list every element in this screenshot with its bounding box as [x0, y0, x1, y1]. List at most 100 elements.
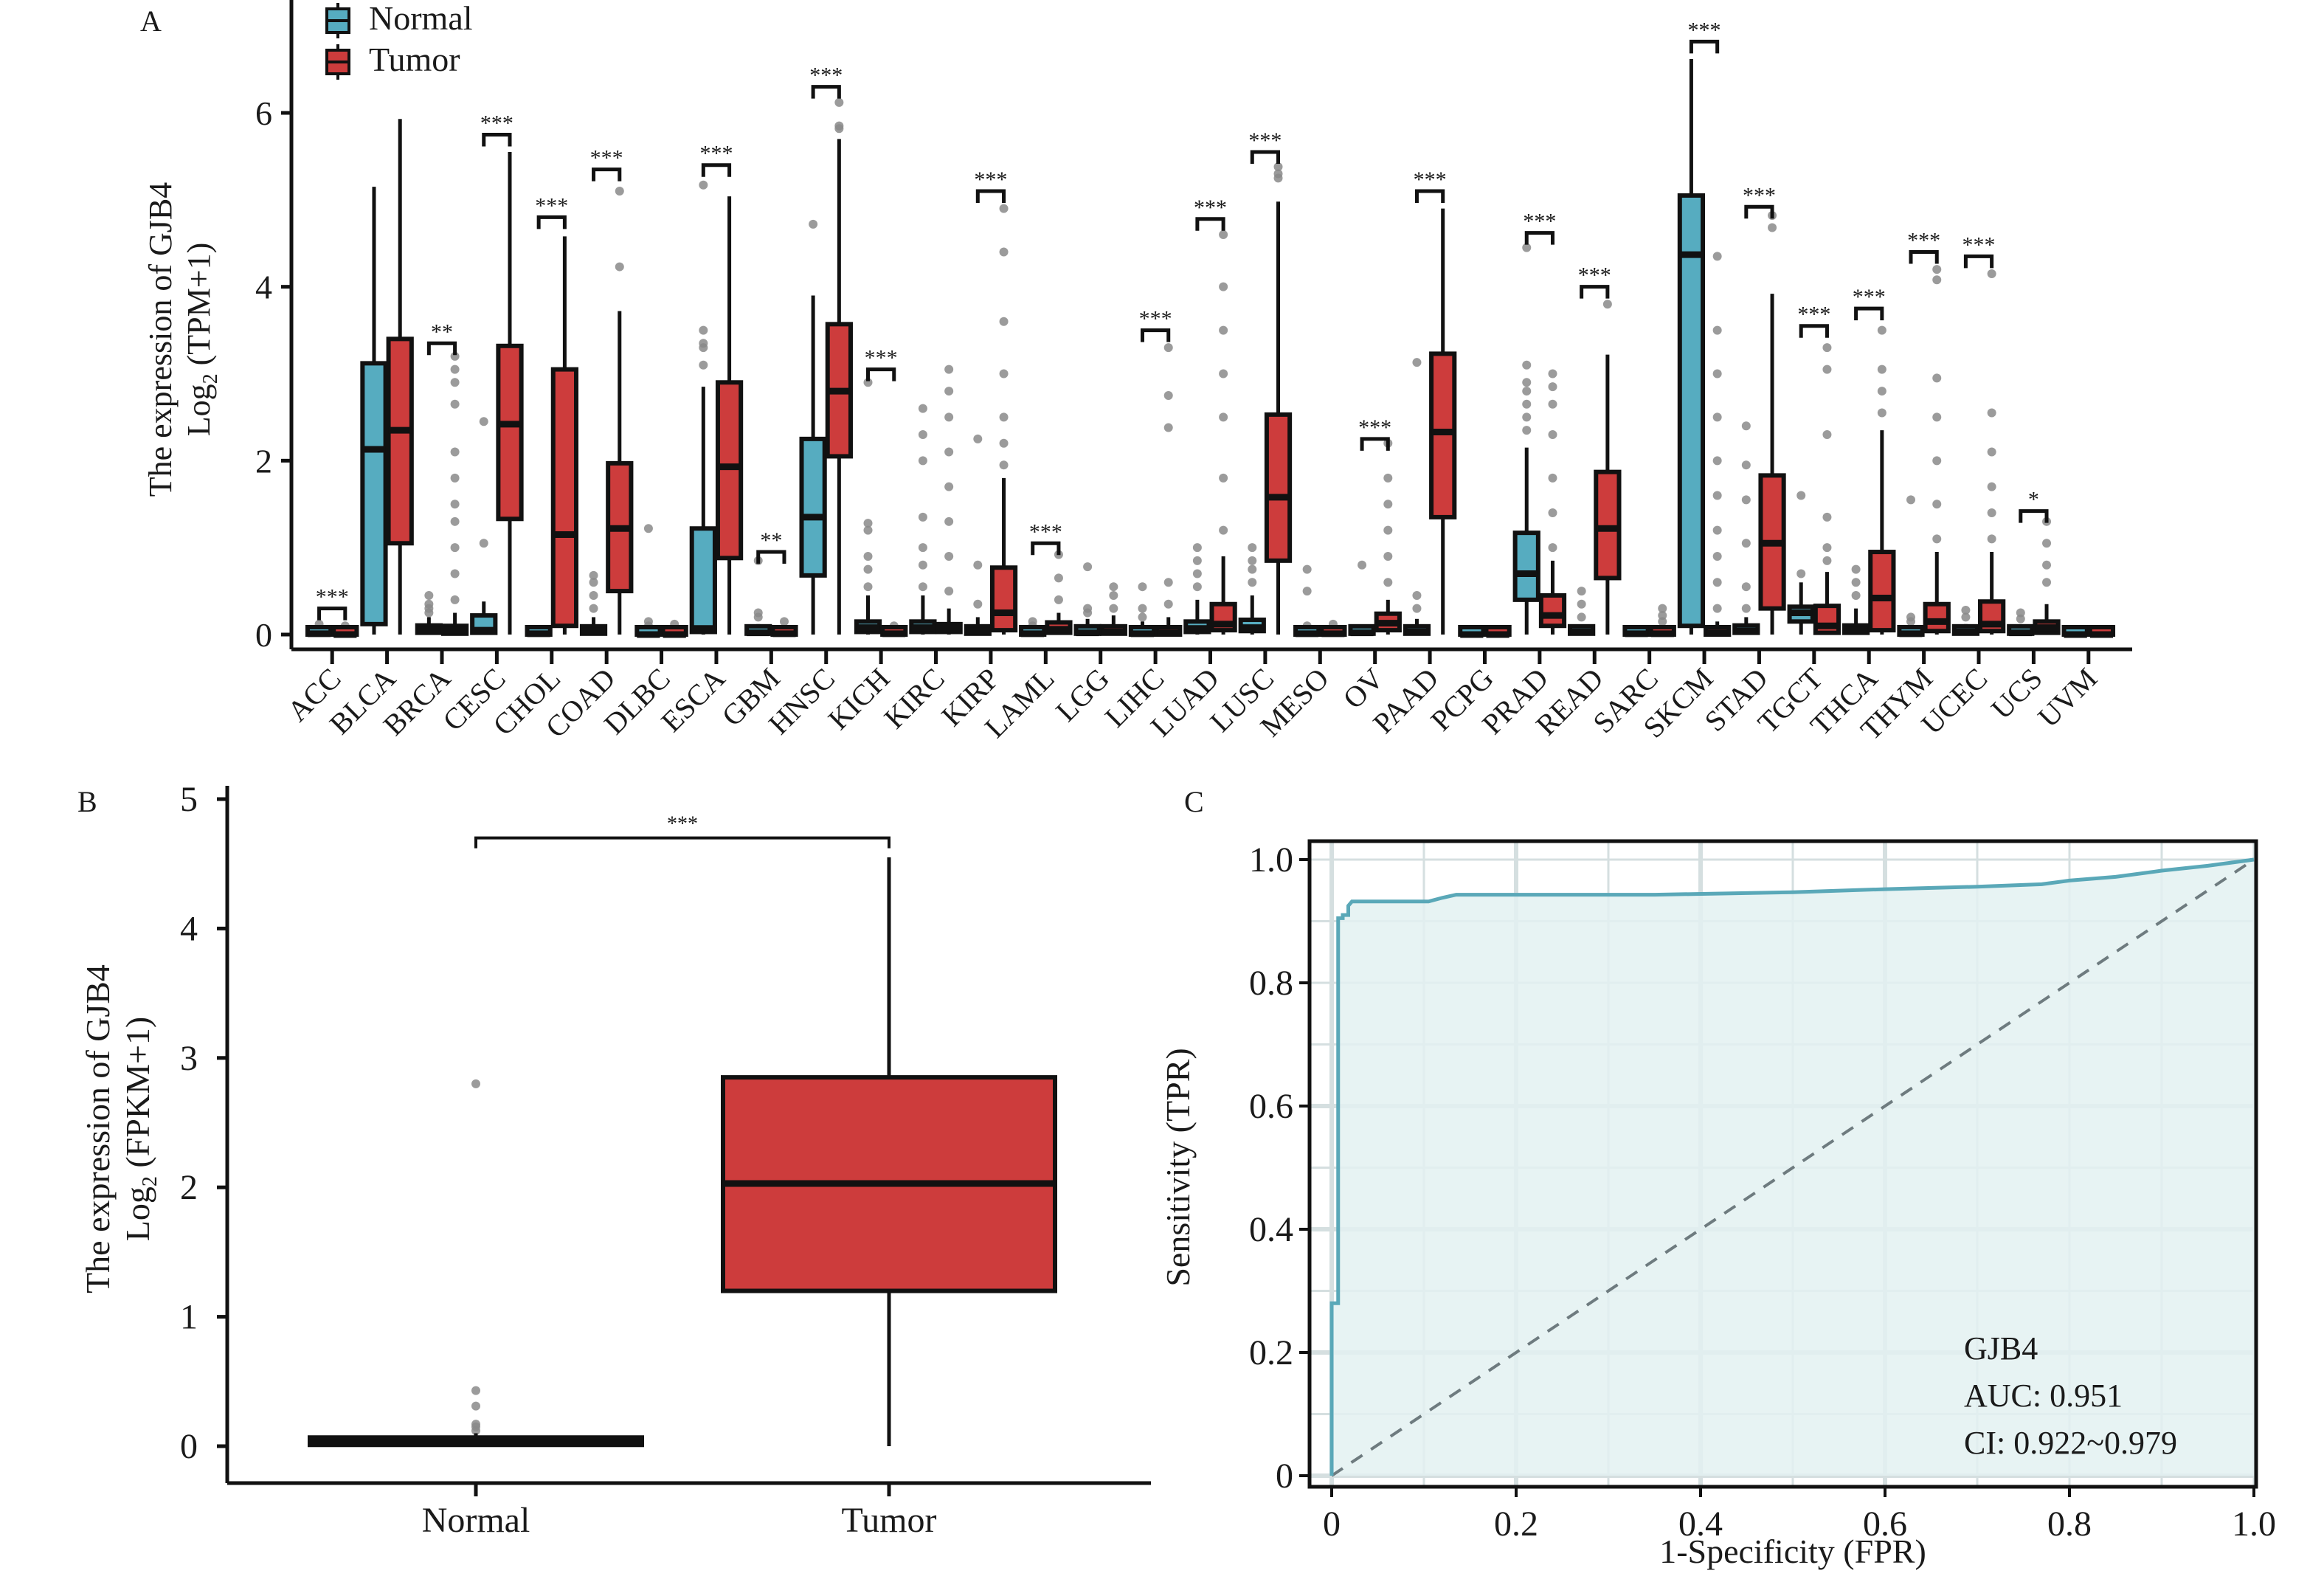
outlier-point	[1522, 387, 1532, 396]
box-iqr	[1594, 469, 1622, 581]
significance-label: ***	[1523, 210, 1556, 234]
box-iqr	[1868, 550, 1896, 633]
significance-chol: ***	[535, 193, 568, 229]
box-normal-ov	[1348, 560, 1376, 637]
outlier-point	[2016, 608, 2025, 618]
significance-bracket	[1689, 39, 1720, 54]
roc-auc-label: AUC: 0.951	[1964, 1378, 2123, 1414]
outlier-point	[1548, 543, 1557, 553]
panel-a-y-label: The expression of GJB4 Log2 (TPM+1)	[142, 182, 222, 497]
outlier-point	[944, 516, 954, 526]
outlier-point	[1358, 560, 1367, 570]
significance-tgct: ***	[1797, 303, 1830, 338]
x-tick-label: 0.6	[1863, 1504, 1907, 1544]
significance-label: ***	[1743, 183, 1776, 207]
x-tick-label: 0.4	[1678, 1504, 1723, 1544]
outlier-point	[944, 412, 954, 422]
panel-c-plot: 0 0.2 0.4 0.6 0.8 1.0 0 0.2 0.4 0.6 0.8 1.0	[1249, 839, 2276, 1544]
box-tumor-read	[1594, 300, 1622, 635]
significance-bracket	[592, 167, 622, 182]
outlier-point	[1383, 551, 1393, 561]
outlier-point	[471, 1420, 480, 1429]
significance-bracket	[701, 163, 732, 177]
outlier-point	[1522, 426, 1532, 435]
outlier-point	[589, 590, 598, 600]
significance-label: ***	[1853, 285, 1886, 309]
box-normal-skcm	[1677, 58, 1706, 635]
outlier-point	[1083, 604, 1093, 613]
outlier-point	[1712, 456, 1722, 466]
outlier-point	[1712, 604, 1722, 613]
outlier-point	[1877, 325, 1886, 335]
x-tick-label: ESCA	[654, 661, 731, 738]
outlier-point	[918, 560, 927, 570]
y-tick-label: 4	[255, 269, 272, 306]
outlier-point	[1712, 252, 1722, 261]
significance-bracket	[1744, 204, 1774, 219]
box-iqr	[689, 526, 717, 635]
panel-a-label: A	[140, 4, 162, 38]
significance-bracket	[975, 189, 1006, 204]
significance-label: ***	[590, 146, 623, 170]
outlier-point	[1548, 473, 1557, 483]
outlier-point	[450, 399, 460, 409]
significance-label: ***	[1578, 263, 1611, 288]
box-iqr	[550, 367, 579, 629]
box-tumor-kirc	[935, 364, 963, 635]
significance-label: ***	[699, 142, 733, 166]
box-normal-ucs	[2007, 608, 2035, 637]
x-tick-label: 1.0	[2232, 1504, 2276, 1544]
outlier-point	[1741, 421, 1751, 431]
box-normal-gbm	[744, 556, 772, 637]
y-tick-label: 0	[255, 616, 272, 654]
box-tumor-gbm	[770, 617, 798, 638]
significance-label: ***	[480, 111, 513, 135]
significance-bracket	[1140, 328, 1171, 342]
significance-bracket	[482, 132, 512, 147]
significance-bracket	[1360, 437, 1390, 451]
outlier-point	[1712, 491, 1722, 500]
outlier-point	[1822, 429, 1832, 439]
significance-label: ***	[1907, 229, 1940, 253]
significance-paad: ***	[1414, 167, 1447, 204]
box-iqr	[1264, 412, 1293, 563]
outlier-point	[1658, 617, 1667, 626]
legend-item-normal: Normal	[325, 0, 473, 38]
significance-thca: ***	[1853, 285, 1886, 321]
box-normal-uvm	[2061, 625, 2089, 638]
significance-cesc: ***	[480, 111, 513, 147]
significance-bracket	[536, 215, 567, 229]
outlier-point	[1851, 578, 1861, 587]
outlier-point	[450, 516, 460, 526]
box-normal-paad	[1403, 358, 1431, 636]
outlier-point	[1109, 582, 1118, 592]
outlier-point	[450, 364, 460, 374]
box-normal-sarc	[1622, 625, 1650, 638]
box-tumor-acc	[331, 621, 359, 638]
box-normal-lusc	[1238, 543, 1266, 635]
x-tick-label: KIRC	[877, 662, 950, 735]
box-normal-kich	[854, 378, 882, 635]
box-normal-lihc	[1128, 582, 1157, 638]
significance-bracket	[1909, 250, 1939, 264]
outlier-point	[1822, 543, 1832, 553]
significance-bracket	[1963, 254, 1994, 269]
outlier-point	[1248, 556, 1257, 565]
outlier-point	[1522, 378, 1532, 387]
outlier-point	[944, 587, 954, 596]
significance-kich: ***	[865, 346, 898, 381]
outlier-point	[1712, 412, 1722, 422]
panel-a-x-axis: ACCBLCABRCACESCCHOLCOADDLBCESCAGBMHNSCKI…	[281, 647, 2132, 747]
x-tick-label: Normal	[422, 1501, 530, 1540]
outlier-point	[1522, 399, 1532, 409]
outlier-point	[1163, 390, 1173, 400]
outlier-point	[1712, 325, 1722, 335]
box-tumor-ov	[1374, 438, 1402, 635]
box-tumor-uvm	[2087, 625, 2116, 638]
significance-label: ***	[974, 167, 1007, 192]
outlier-point	[471, 1401, 480, 1411]
box-tumor-tgct	[1813, 343, 1841, 635]
outlier-point	[1109, 604, 1118, 613]
box-iqr	[1429, 351, 1457, 519]
box-tumor	[721, 857, 1057, 1446]
